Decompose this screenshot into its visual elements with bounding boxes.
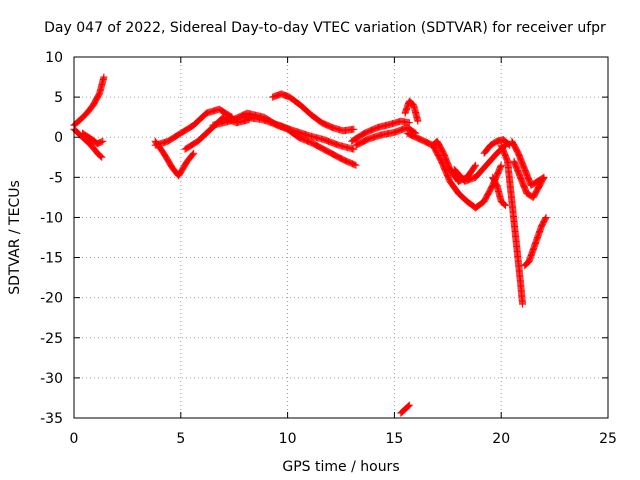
series-arc-d3 [401,97,422,125]
data-point [404,403,412,411]
data-point [519,300,527,308]
data-layer [70,73,550,417]
y-tick-label: -25 [40,331,63,347]
series-arc-f1 [497,141,527,308]
data-point [404,402,412,410]
y-tick-label: 5 [54,90,63,106]
data-point [541,215,549,223]
data-point [414,117,422,125]
data-point [351,161,359,169]
data-point [350,125,358,133]
data-point [352,161,360,169]
chart-title: Day 047 of 2022, Sidereal Day-to-day VTE… [44,20,606,36]
series-arc-c1 [209,109,360,169]
data-point [501,201,509,209]
y-tick-label: -35 [40,411,63,427]
data-point [497,162,505,170]
series-arc-g2 [508,137,548,189]
y-axis-label: SDTVAR / TECUs [7,180,23,295]
series-arc-a3 [79,129,107,148]
x-tick-label: 20 [492,431,510,447]
data-point [99,137,107,145]
tick-layer: 0 5 10 15 20 25 10 5 0 -5 -10 -15 -20 -25 -30 -35 [40,50,617,447]
data-point [500,200,508,208]
x-axis-label: GPS time / hours [282,459,399,475]
series-arc-h1 [521,213,550,270]
grid-layer [74,57,608,418]
y-tick-label: 10 [45,50,63,66]
y-tick-label: -30 [40,371,63,387]
series-arc-f2 [480,136,514,157]
data-point [497,161,505,169]
data-point [100,73,108,81]
data-point [539,174,547,182]
data-point [471,162,479,170]
data-point [405,401,413,409]
series-arc-e3 [450,141,509,185]
data-point [189,150,197,158]
data-point [350,145,358,153]
plot-frame [73,56,609,419]
x-tick-label: 10 [279,431,297,447]
data-point [98,153,106,161]
series-arc-b3 [181,113,253,153]
series-arc-f3 [489,173,509,209]
y-tick-label: -5 [49,170,63,186]
series-arc-a1 [70,73,108,129]
series-arc-c3 [269,90,358,135]
x-tick-label: 5 [176,431,185,447]
data-point [501,201,509,209]
data-point [405,119,413,127]
series-arc-i1 [397,401,413,417]
y-tick-label: -10 [40,210,63,226]
x-tick-label: 15 [385,431,403,447]
data-point [542,213,550,221]
series-arc-e1 [403,129,480,185]
series-arc-g1 [510,157,548,201]
data-point [472,161,480,169]
data-point [190,149,198,157]
data-point [97,152,105,160]
x-tick-label: 25 [599,431,617,447]
y-tick-label: -15 [40,251,63,267]
y-tick-label: -20 [40,291,63,307]
data-point [540,173,548,181]
series-arc-c2 [241,113,358,153]
x-tick-label: 0 [70,431,79,447]
data-point [96,152,104,160]
y-tick-label: 0 [54,130,63,146]
series-arc-d1 [348,117,413,145]
